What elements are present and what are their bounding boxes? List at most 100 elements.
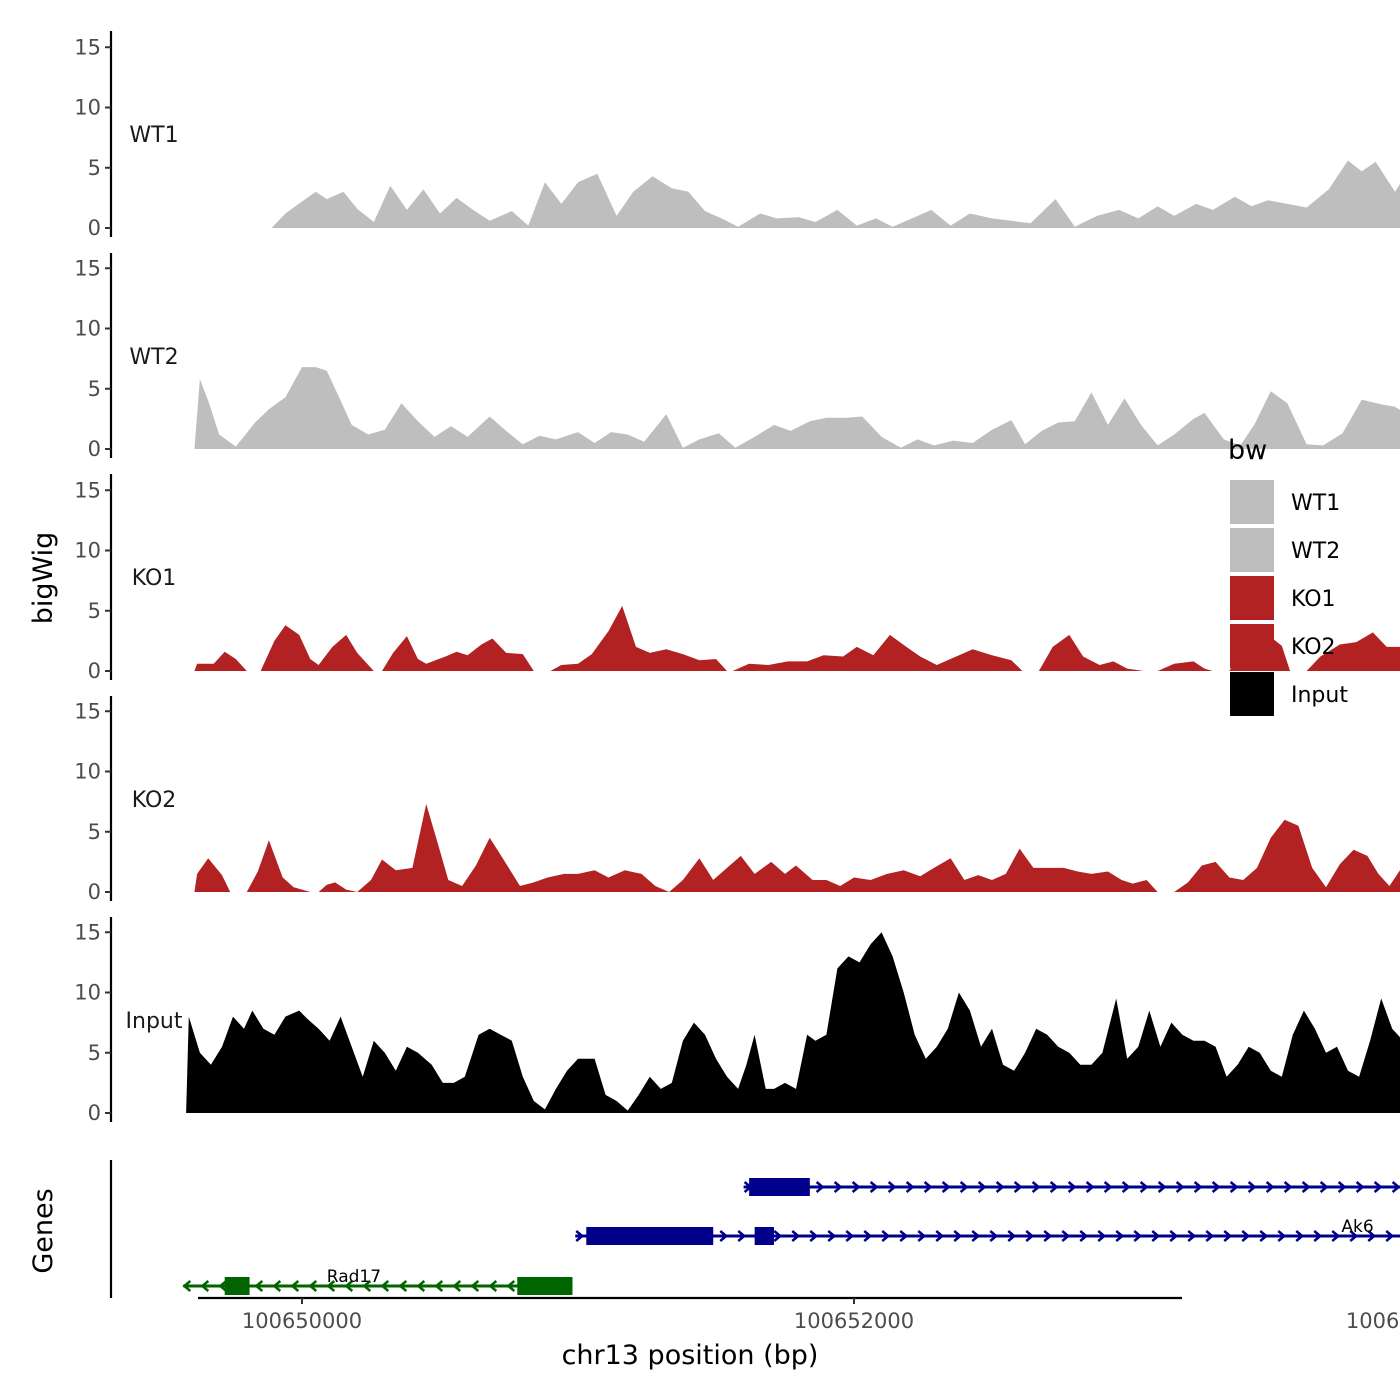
- strand-chevron: [1061, 1230, 1071, 1242]
- gene-exon: [586, 1227, 714, 1245]
- strand-chevron: [1151, 1230, 1161, 1242]
- strand-chevron: [488, 1280, 498, 1292]
- strand-chevron: [815, 1181, 825, 1193]
- strand-chevron: [995, 1181, 1005, 1193]
- strand-chevron: [326, 1280, 336, 1292]
- strand-chevron: [218, 1280, 228, 1292]
- strand-chevron: [1337, 1181, 1347, 1193]
- strand-chevron: [1349, 1230, 1359, 1242]
- strand-chevron: [1133, 1230, 1143, 1242]
- strand-chevron: [1187, 1230, 1197, 1242]
- strand-chevron: [575, 1230, 585, 1242]
- gene-exon: [754, 1227, 774, 1245]
- y-tick-label: 0: [88, 659, 101, 683]
- legend-key-ko1: [1230, 576, 1274, 620]
- track-ko2: 0 5 10 15 KO2: [74, 696, 1400, 904]
- y-tick-label: 15: [74, 920, 101, 944]
- strand-chevron: [833, 1181, 843, 1193]
- coverage-area-ko2: [194, 804, 1400, 892]
- strand-chevron: [272, 1280, 282, 1292]
- strand-chevron: [1331, 1230, 1341, 1242]
- strand-chevron: [200, 1280, 210, 1292]
- y-tick-label: 15: [74, 35, 101, 59]
- strand-chevron: [1385, 1230, 1395, 1242]
- y-tick-label: 5: [88, 377, 101, 401]
- strand-chevron: [899, 1230, 909, 1242]
- strand-chevron: [452, 1280, 462, 1292]
- strand-chevron: [923, 1181, 933, 1193]
- coverage-tracks: 0 5 10 15 WT1 0 5 10 15 WT2 0 5 10 15 KO1 0 5 10 15 KO2 0 5 10…: [74, 31, 1400, 1125]
- strand-chevron: [959, 1181, 969, 1193]
- strand-chevron: [953, 1230, 963, 1242]
- strand-chevron: [1043, 1230, 1053, 1242]
- strand-chevron: [935, 1230, 945, 1242]
- strand-chevron: [1031, 1181, 1041, 1193]
- strand-chevron: [416, 1280, 426, 1292]
- strand-chevron: [887, 1181, 897, 1193]
- strand-chevron: [971, 1230, 981, 1242]
- strand-chevron: [1229, 1181, 1239, 1193]
- strand-chevron: [182, 1280, 192, 1292]
- strand-chevron: [1391, 1181, 1400, 1193]
- strand-chevron: [1247, 1181, 1257, 1193]
- track-label-wt2: WT2: [129, 345, 178, 370]
- strand-chevron: [881, 1230, 891, 1242]
- track-label-ko1: KO1: [132, 566, 177, 591]
- legend-label-ko2: KO2: [1291, 635, 1336, 660]
- strand-chevron: [791, 1230, 801, 1242]
- x-axis-title: chr13 position (bp): [562, 1340, 819, 1371]
- strand-chevron: [737, 1230, 747, 1242]
- strand-chevron: [1211, 1181, 1221, 1193]
- strand-chevron: [1295, 1230, 1305, 1242]
- strand-chevron: [1175, 1181, 1185, 1193]
- strand-chevron: [1025, 1230, 1035, 1242]
- y-axis-title: bigWig: [28, 532, 59, 625]
- strand-chevron: [845, 1230, 855, 1242]
- strand-chevron: [1319, 1181, 1329, 1193]
- strand-chevron: [1103, 1181, 1113, 1193]
- strand-chevron: [1265, 1181, 1275, 1193]
- strand-chevron: [827, 1230, 837, 1242]
- strand-chevron: [1373, 1181, 1383, 1193]
- genes-axis-title: Genes: [28, 1188, 59, 1273]
- y-tick-label: 10: [74, 539, 101, 563]
- strand-chevron: [1097, 1230, 1107, 1242]
- y-tick-label: 0: [88, 880, 101, 904]
- y-tick-label: 5: [88, 156, 101, 180]
- strand-chevron: [1241, 1230, 1251, 1242]
- strand-chevron: [254, 1280, 264, 1292]
- legend-key-ko2: [1230, 624, 1274, 668]
- strand-chevron: [1223, 1230, 1233, 1242]
- strand-chevron: [434, 1280, 444, 1292]
- strand-chevron: [1013, 1181, 1023, 1193]
- legend: bw WT1 WT2 KO1 KO2 Input: [1228, 435, 1348, 716]
- coverage-area-input: [186, 932, 1400, 1113]
- strand-chevron: [1157, 1181, 1167, 1193]
- strand-chevron: [1355, 1181, 1365, 1193]
- gene-rad17: Rad17: [182, 1267, 573, 1295]
- gene-taf9: Taf9: [743, 1178, 1400, 1196]
- track-label-wt1: WT1: [129, 123, 178, 148]
- y-tick-label: 0: [88, 437, 101, 461]
- y-tick-label: 0: [88, 1101, 101, 1125]
- gene-exon: [749, 1178, 810, 1196]
- strand-chevron: [1277, 1230, 1287, 1242]
- strand-chevron: [1085, 1181, 1095, 1193]
- track-input: 0 5 10 15 Input: [74, 917, 1400, 1125]
- strand-chevron: [863, 1230, 873, 1242]
- strand-chevron: [506, 1280, 516, 1292]
- strand-chevron: [1313, 1230, 1323, 1242]
- strand-chevron: [470, 1280, 480, 1292]
- strand-chevron: [1283, 1181, 1293, 1193]
- gene-ak6: Ak6: [575, 1217, 1400, 1245]
- legend-title: bw: [1228, 435, 1267, 466]
- strand-chevron: [1205, 1230, 1215, 1242]
- strand-chevron: [941, 1181, 951, 1193]
- track-label-input: Input: [126, 1009, 183, 1034]
- x-tick-label: 100652000: [794, 1309, 914, 1333]
- y-tick-label: 15: [74, 478, 101, 502]
- genes-panel: Taf9 Ak6 Rad17: [109, 1160, 1400, 1298]
- strand-chevron: [1367, 1230, 1377, 1242]
- gene-exon: [517, 1277, 573, 1295]
- strand-chevron: [1115, 1230, 1125, 1242]
